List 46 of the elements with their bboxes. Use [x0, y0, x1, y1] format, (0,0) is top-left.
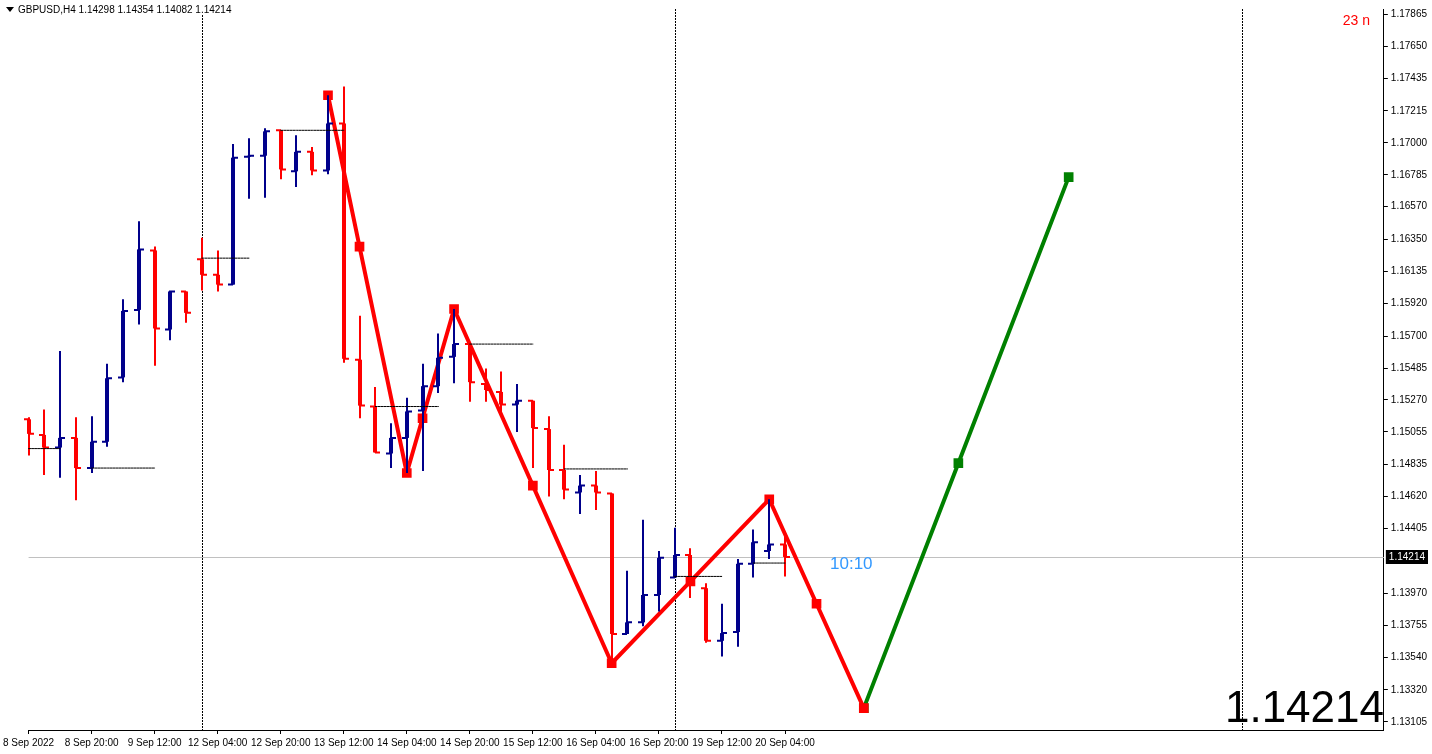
- y-tick-label: 1.13320: [1390, 683, 1428, 695]
- y-tick-label: 1.15920: [1390, 297, 1428, 309]
- y-tick-label: 1.14405: [1390, 522, 1428, 534]
- y-tick-label: 1.15055: [1390, 425, 1428, 437]
- x-tick-label: 14 Sep 04:00: [377, 736, 437, 748]
- y-tick-label: 1.14620: [1390, 490, 1428, 502]
- x-tick-label: 16 Sep 20:00: [629, 736, 690, 748]
- y-tick-label: 1.15700: [1390, 329, 1428, 341]
- annotation: 1.14214: [1224, 682, 1384, 732]
- x-tick-label: 12 Sep 20:00: [250, 736, 311, 748]
- y-tick-label: 1.14835: [1390, 458, 1428, 470]
- y-tick-label: 1.16135: [1390, 265, 1428, 277]
- y-tick-label: 1.16785: [1390, 168, 1428, 180]
- point: [528, 480, 538, 491]
- annotation: 23 n: [1342, 12, 1370, 28]
- y-tick-label: 1.16570: [1390, 200, 1428, 212]
- x-tick-label: 15 Sep 12:00: [503, 736, 564, 748]
- point: [811, 598, 822, 609]
- point: [1063, 172, 1074, 182]
- y-tick-label: 1.13970: [1390, 586, 1428, 598]
- x-tick-label: 12 Sep 04:00: [187, 736, 248, 748]
- y-tick-label: 1.15485: [1390, 361, 1428, 373]
- y-tick-label: 1.13755: [1390, 618, 1428, 630]
- x-tick-label: 8 Sep 20:00: [64, 736, 120, 748]
- y-tick-label: 1.15270: [1390, 393, 1428, 405]
- ref-line-label: 1.14214: [1388, 550, 1426, 562]
- point: [354, 241, 365, 252]
- chart-title: GBPUSD,H4 1.14298 1.14354 1.14082 1.14214: [18, 4, 232, 15]
- x-tick-label: 19 Sep 12:00: [692, 736, 753, 748]
- y-tick-label: 1.17000: [1390, 136, 1428, 148]
- y-tick-label: 1.13105: [1390, 715, 1428, 727]
- x-tick-label: 14 Sep 20:00: [440, 736, 501, 748]
- y-tick-label: 1.16350: [1390, 233, 1428, 245]
- point: [953, 458, 964, 468]
- x-tick-label: 9 Sep 12:00: [127, 736, 183, 748]
- point: [606, 658, 617, 669]
- y-tick-label: 1.17215: [1390, 104, 1428, 116]
- y-tick-label: 1.13540: [1390, 650, 1428, 662]
- annotation: 10:10: [830, 554, 873, 574]
- x-tick-label: 13 Sep 12:00: [314, 736, 374, 748]
- y-tick-label: 1.17435: [1390, 71, 1428, 83]
- x-tick-label: 8 Sep 2022: [2, 736, 55, 748]
- x-tick-label: 16 Sep 04:00: [566, 736, 627, 748]
- x-tick-label: 20 Sep 04:00: [755, 736, 816, 748]
- y-tick-label: 1.17865: [1390, 7, 1428, 19]
- y-tick-label: 1.17650: [1390, 39, 1428, 51]
